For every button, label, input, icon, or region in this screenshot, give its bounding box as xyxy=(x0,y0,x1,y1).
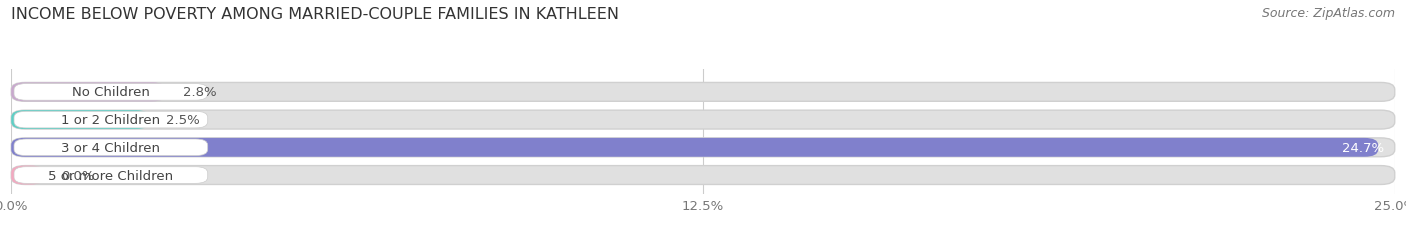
FancyBboxPatch shape xyxy=(14,139,208,156)
Text: No Children: No Children xyxy=(72,86,150,99)
FancyBboxPatch shape xyxy=(14,167,208,184)
FancyBboxPatch shape xyxy=(11,111,1395,129)
Text: 5 or more Children: 5 or more Children xyxy=(48,169,173,182)
Text: 0.0%: 0.0% xyxy=(60,169,94,182)
FancyBboxPatch shape xyxy=(14,112,208,128)
FancyBboxPatch shape xyxy=(11,166,1395,185)
FancyBboxPatch shape xyxy=(11,138,1395,157)
FancyBboxPatch shape xyxy=(11,83,166,102)
Text: 3 or 4 Children: 3 or 4 Children xyxy=(62,141,160,154)
FancyBboxPatch shape xyxy=(11,138,1378,157)
Text: 2.8%: 2.8% xyxy=(183,86,217,99)
Text: 24.7%: 24.7% xyxy=(1341,141,1384,154)
Text: 2.5%: 2.5% xyxy=(166,114,200,127)
FancyBboxPatch shape xyxy=(11,111,149,129)
Text: Source: ZipAtlas.com: Source: ZipAtlas.com xyxy=(1261,7,1395,20)
FancyBboxPatch shape xyxy=(14,84,208,101)
Text: INCOME BELOW POVERTY AMONG MARRIED-COUPLE FAMILIES IN KATHLEEN: INCOME BELOW POVERTY AMONG MARRIED-COUPL… xyxy=(11,7,619,22)
FancyBboxPatch shape xyxy=(11,166,45,185)
Text: 1 or 2 Children: 1 or 2 Children xyxy=(62,114,160,127)
FancyBboxPatch shape xyxy=(11,83,1395,102)
